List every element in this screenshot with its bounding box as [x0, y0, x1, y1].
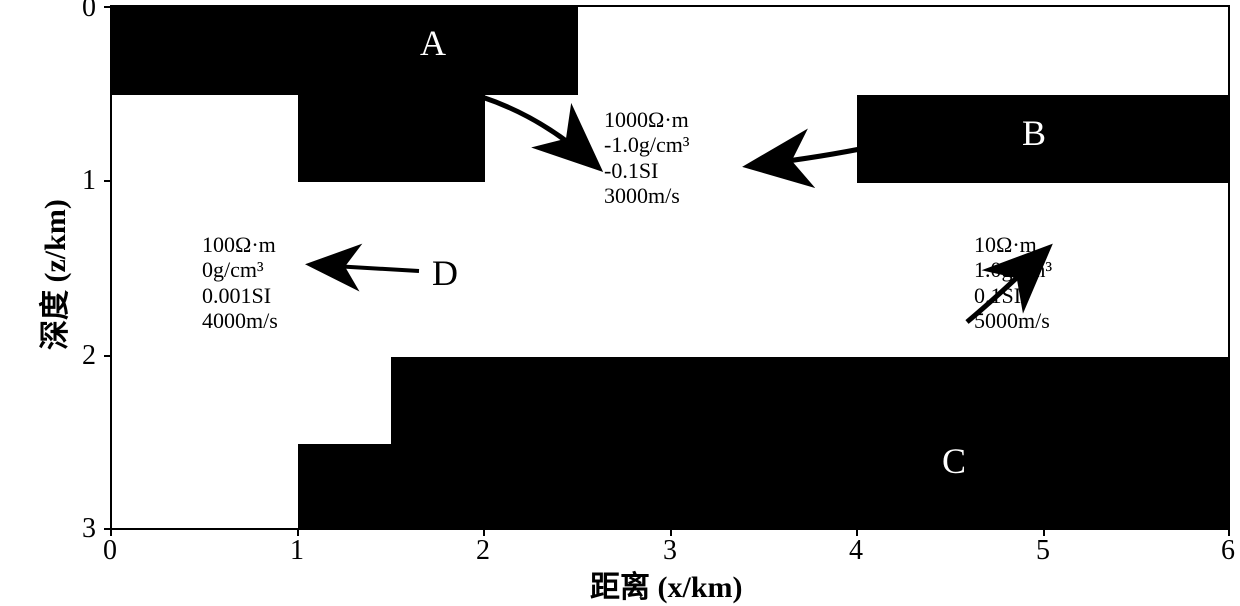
y-tick-0: 0: [82, 0, 96, 24]
region-d-label: D: [432, 252, 458, 294]
x-axis-title: 距离 (x/km): [590, 562, 743, 606]
x-tick-4: 4: [849, 535, 863, 567]
x-tick-1: 1: [290, 535, 304, 567]
region-c-part: [298, 444, 398, 528]
figure: 深度 (z/km) 0 1 2 3 A B C D 1000Ω·m -1.0g/…: [0, 0, 1240, 595]
region-c-part: [391, 357, 1228, 528]
props-ab: 1000Ω·m -1.0g/cm³ -0.1SI 3000m/s: [604, 107, 689, 208]
region-a-part: [298, 92, 485, 182]
y-axis-title: 深度 (z/km): [30, 199, 74, 350]
region-b-label: B: [1022, 112, 1046, 154]
x-tick-6: 6: [1221, 535, 1235, 567]
props-c: 10Ω·m 1.0g/cm³ 0.1SI 5000m/s: [974, 232, 1052, 333]
region-a-part: [112, 7, 578, 95]
x-tick-5: 5: [1036, 535, 1050, 567]
plot-area: A B C D 1000Ω·m -1.0g/cm³ -0.1SI 3000m/s…: [110, 5, 1230, 530]
x-tick-2: 2: [476, 535, 490, 567]
region-c-label: C: [942, 440, 966, 482]
x-tick-0: 0: [103, 535, 117, 567]
props-d: 100Ω·m 0g/cm³ 0.001SI 4000m/s: [202, 232, 278, 333]
y-tick-3: 3: [82, 513, 96, 545]
y-tick-1: 1: [82, 165, 96, 197]
y-tick-2: 2: [82, 340, 96, 372]
region-a-label: A: [420, 22, 446, 64]
